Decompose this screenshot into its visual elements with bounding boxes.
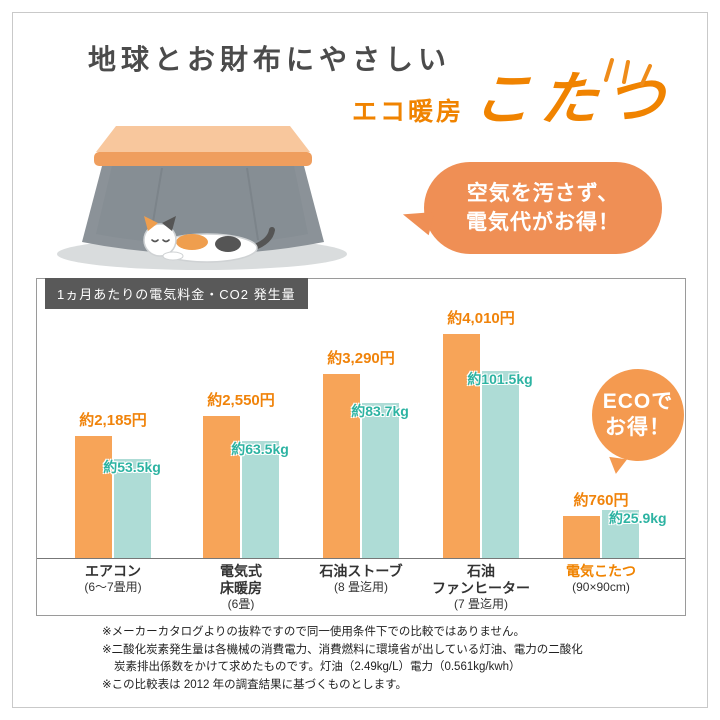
page-title: 地球とお財布にやさしい bbox=[88, 44, 452, 75]
subtitle-prefix: エコ暖房 bbox=[352, 98, 465, 126]
category-size: (6畳) bbox=[227, 597, 255, 611]
footnote-line: ※この比較表は 2012 年の調査結果に基づくものとします。 bbox=[102, 678, 407, 691]
category-label: 石油 ファンヒーター (7 畳迄用) bbox=[411, 563, 551, 612]
comparison-chart: 1ヵ月あたりの電気料金・CO2 発生量 約2,185円約53.5kg 約2,550… bbox=[36, 278, 686, 616]
speech-bubble: 空気を汚さず、 電気代がお得！ bbox=[424, 162, 662, 254]
co2-label: 約101.5kg bbox=[467, 371, 533, 387]
category-label: 電気式 床暖房 (6畳) bbox=[171, 563, 311, 612]
cost-label: 約760円 bbox=[573, 492, 629, 509]
cost-label: 約2,185円 bbox=[79, 412, 147, 429]
cost-bar bbox=[203, 416, 240, 558]
co2-label: 約83.7kg bbox=[351, 403, 409, 419]
cost-label: 約3,290円 bbox=[327, 350, 395, 367]
category-size: (8 畳迄用) bbox=[333, 580, 388, 594]
category-name: 電気式 bbox=[220, 563, 262, 579]
category-labels: エアコン (6～7畳用) 電気式 床暖房 (6畳) 石油ストーブ (8 畳迄用) 石油 ファンヒ… bbox=[37, 558, 685, 614]
cost-label: 約2,550円 bbox=[207, 392, 275, 409]
bubble-text-line2: 電気代がお得！ bbox=[466, 211, 620, 234]
chart-title: 1ヵ月あたりの電気料金・CO2 発生量 bbox=[45, 278, 308, 309]
co2-bar bbox=[602, 510, 639, 558]
category-label: 石油ストーブ (8 畳迄用) bbox=[291, 563, 431, 595]
co2-bar bbox=[482, 371, 519, 558]
category-name: 石油ストーブ bbox=[319, 563, 403, 579]
bar-group: 約760円 約25.9kg bbox=[561, 279, 667, 558]
category-name: 石油 bbox=[467, 563, 495, 579]
eco-badge: ECOで お得！ bbox=[592, 369, 684, 461]
cost-label: 約4,010円 bbox=[447, 310, 515, 327]
cost-bar bbox=[443, 334, 480, 558]
bar-plot: 約2,185円約53.5kg 約2,550円約63.5kg 約3,290円約83.7… bbox=[37, 279, 685, 559]
category-label: エアコン (6～7畳用) bbox=[43, 563, 183, 595]
category-size: (90×90cm) bbox=[572, 580, 630, 594]
footnote-line: 炭素排出係数をかけて求めたものです。灯油（2.49kg/L）電力（0.561kg… bbox=[114, 661, 521, 673]
bar-group: 約4,010円約101.5kg bbox=[441, 279, 533, 558]
bar-group: 約3,290円約83.7kg bbox=[321, 279, 409, 558]
co2-label: 約25.9kg bbox=[609, 510, 667, 526]
co2-label: 約53.5kg bbox=[103, 459, 161, 475]
category-name: 床暖房 bbox=[220, 580, 262, 596]
category-size: (6～7畳用) bbox=[84, 580, 142, 594]
bar-group: 約2,550円約63.5kg bbox=[201, 279, 289, 558]
cost-bar bbox=[75, 436, 112, 558]
eco-badge-line2: お得！ bbox=[605, 416, 671, 439]
co2-bar bbox=[362, 403, 399, 558]
co2-bar bbox=[114, 459, 151, 558]
footnote-line: ※メーカーカタログよりの抜粋ですので同一使用条件下での比較ではありません。 bbox=[102, 626, 526, 638]
category-name: エアコン bbox=[85, 563, 141, 579]
emphasis-marks-icon bbox=[604, 58, 652, 86]
bar-group: 約2,185円約53.5kg bbox=[73, 279, 161, 558]
kotatsu-cat-illustration bbox=[57, 126, 347, 270]
bubble-text-line1: 空気を汚さず、 bbox=[466, 182, 620, 205]
footnote-line: ※二酸化炭素発生量は各機械の消費電力、消費燃料に環境省が出している灯油、電力の二… bbox=[102, 643, 583, 656]
eco-badge-line1: ECOで bbox=[602, 390, 674, 413]
category-name: ファンヒーター bbox=[432, 580, 530, 596]
category-size: (7 畳迄用) bbox=[453, 597, 508, 611]
cost-bar bbox=[563, 516, 600, 558]
cost-bar bbox=[323, 374, 360, 558]
category-label: 電気こたつ (90×90cm) bbox=[531, 563, 671, 595]
category-name: 電気こたつ bbox=[566, 563, 636, 579]
eco-badge-pointer bbox=[606, 456, 628, 476]
footnotes: ※メーカーカタログよりの抜粋ですので同一使用条件下での比較ではありません。 ※二… bbox=[102, 624, 642, 694]
co2-label: 約63.5kg bbox=[231, 441, 289, 457]
co2-bar bbox=[242, 441, 279, 558]
